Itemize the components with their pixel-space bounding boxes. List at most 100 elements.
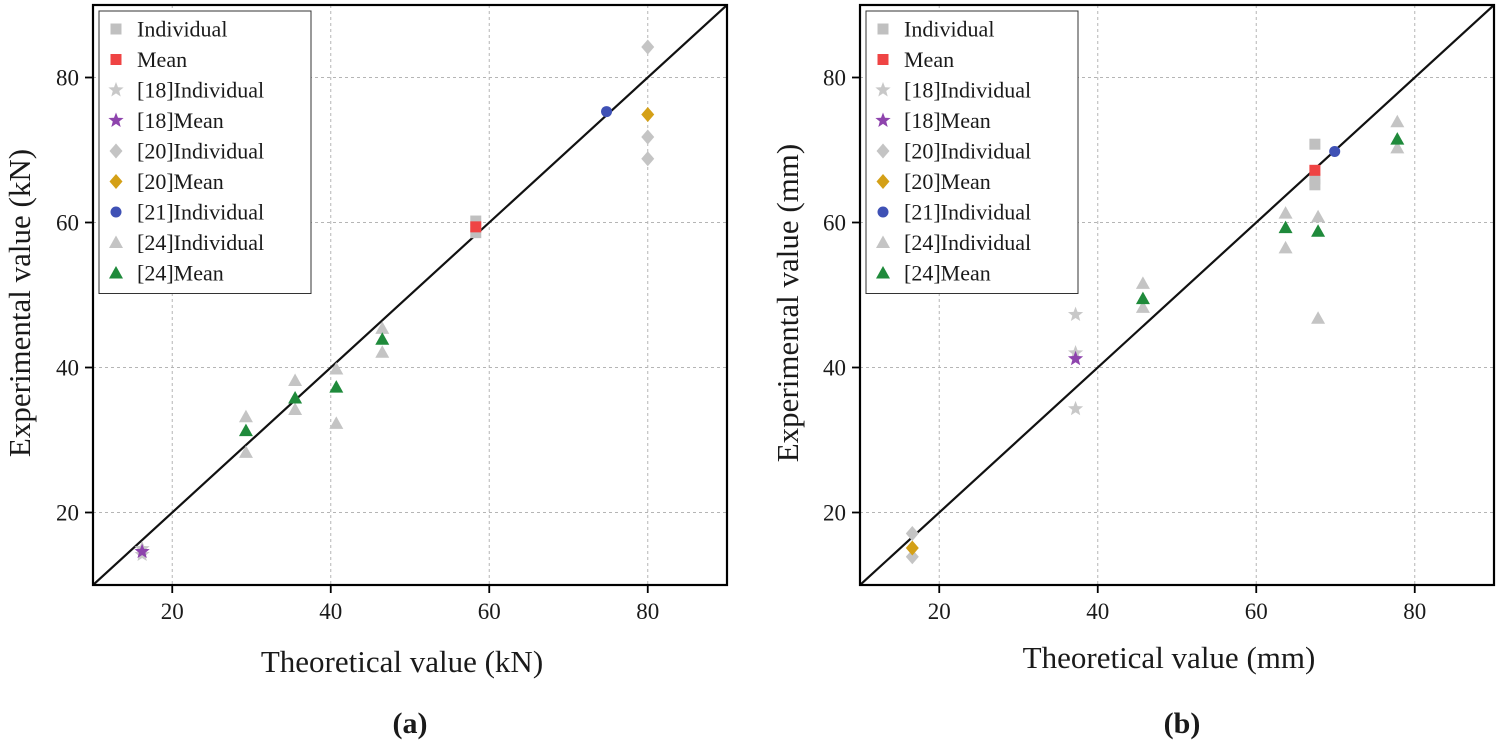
x-axis-title: Theoretical value (mm) bbox=[1023, 640, 1316, 675]
legend-marker bbox=[109, 266, 123, 279]
data-point bbox=[329, 380, 344, 393]
y-tick-label: 40 bbox=[823, 356, 846, 381]
series-24mean bbox=[1135, 132, 1405, 305]
legend-label: [18]Mean bbox=[904, 108, 991, 133]
data-point bbox=[329, 361, 344, 375]
legend-marker bbox=[110, 23, 122, 35]
series-individual bbox=[1309, 138, 1321, 191]
data-point bbox=[470, 227, 482, 239]
legend-label: [24]Individual bbox=[137, 230, 264, 255]
data-point bbox=[1311, 224, 1326, 237]
data-point bbox=[1311, 311, 1326, 324]
data-point bbox=[1311, 209, 1326, 223]
data-point bbox=[905, 526, 919, 542]
data-point bbox=[905, 540, 919, 556]
series-20individual bbox=[641, 39, 655, 167]
x-tick-label: 60 bbox=[478, 599, 501, 624]
y-tick-label: 40 bbox=[56, 356, 79, 381]
x-tick-label: 80 bbox=[636, 599, 659, 624]
series-24mean bbox=[238, 332, 390, 437]
legend: Individual Mean [18]Individual [18]Mean [20]… bbox=[865, 10, 1079, 294]
reference-line-y-equals-x bbox=[860, 5, 1494, 585]
y-tick-label: 20 bbox=[56, 501, 79, 526]
series-20mean bbox=[905, 540, 919, 556]
data-point bbox=[1067, 306, 1084, 322]
chart-panel-a: 20 40 60 80 20 40 60 80 Theoretical value (kN) Ex… bbox=[2, 3, 729, 740]
legend-label: [24]Mean bbox=[904, 261, 991, 286]
panel-label: (b) bbox=[1164, 707, 1201, 740]
data-point bbox=[134, 543, 150, 559]
legend-marker bbox=[877, 23, 889, 35]
y-tick-label: 60 bbox=[823, 211, 846, 236]
legend-label: [20]Mean bbox=[904, 169, 991, 194]
x-tick-label: 40 bbox=[1086, 599, 1109, 624]
legend-marker bbox=[875, 82, 891, 97]
legend-label: Mean bbox=[137, 47, 187, 72]
legend-marker bbox=[108, 112, 124, 127]
legend-marker bbox=[108, 82, 124, 97]
series-18mean bbox=[134, 543, 150, 559]
series-21individual bbox=[601, 106, 613, 118]
series-mean bbox=[1309, 164, 1321, 176]
data-point bbox=[641, 129, 655, 145]
legend-box bbox=[98, 10, 312, 294]
reference-line-y-equals-x bbox=[93, 5, 727, 585]
data-point bbox=[470, 215, 482, 227]
legend-marker bbox=[109, 143, 123, 159]
data-point bbox=[905, 549, 919, 565]
x-tick-label: 20 bbox=[928, 599, 951, 624]
legend-marker bbox=[110, 206, 122, 218]
legend-marker bbox=[875, 112, 891, 127]
legend-label: [18]Individual bbox=[137, 78, 264, 103]
series-20mean bbox=[641, 106, 655, 122]
data-point bbox=[1309, 138, 1321, 150]
data-point bbox=[329, 416, 344, 429]
series-individual bbox=[470, 215, 482, 239]
data-point bbox=[375, 332, 390, 345]
y-axis-title: Experimental value (mm) bbox=[770, 144, 805, 463]
data-point bbox=[1390, 140, 1405, 154]
panel-label: (a) bbox=[393, 707, 428, 740]
legend: Individual Mean [18]Individual [18]Mean [20]… bbox=[98, 10, 312, 294]
data-point bbox=[238, 409, 253, 423]
legend-marker bbox=[877, 54, 889, 65]
legend-marker bbox=[109, 174, 123, 189]
data-point bbox=[1135, 276, 1150, 289]
legend-label: [20]Individual bbox=[904, 139, 1031, 164]
data-point bbox=[288, 373, 303, 387]
data-point bbox=[1309, 164, 1321, 176]
plot-frame bbox=[91, 3, 729, 587]
data-point bbox=[1278, 206, 1293, 219]
legend-label: Individual bbox=[904, 17, 994, 42]
chart-panel-b: 20 40 60 80 20 40 60 80 Theoretical value (mm) Ex… bbox=[770, 3, 1496, 740]
y-tick-label: 80 bbox=[823, 66, 846, 91]
data-point bbox=[1309, 179, 1321, 191]
x-axis-title: Theoretical value (kN) bbox=[261, 644, 543, 679]
y-axis-title: Experimental value (kN) bbox=[2, 149, 37, 457]
data-point bbox=[375, 345, 390, 358]
series-mean bbox=[470, 221, 482, 233]
series-18mean bbox=[1067, 350, 1084, 366]
series-20individual bbox=[905, 526, 919, 565]
data-point bbox=[375, 321, 390, 334]
x-tick-label: 80 bbox=[1403, 599, 1426, 624]
data-point bbox=[1135, 291, 1150, 305]
data-point bbox=[1309, 173, 1321, 185]
legend-label: [18]Individual bbox=[904, 78, 1031, 103]
y-tick-label: 20 bbox=[823, 501, 846, 526]
legend-marker bbox=[876, 143, 890, 159]
legend-marker bbox=[109, 235, 123, 248]
data-point bbox=[1067, 350, 1084, 366]
plot-frame bbox=[858, 3, 1496, 587]
data-point bbox=[1329, 145, 1341, 157]
legend-label: [24]Mean bbox=[137, 261, 224, 286]
data-point bbox=[470, 221, 482, 233]
legend-label: [18]Mean bbox=[137, 108, 224, 133]
data-point bbox=[1390, 114, 1405, 128]
series-24individual bbox=[238, 321, 390, 458]
data-point bbox=[601, 106, 613, 118]
x-tick-label: 60 bbox=[1245, 599, 1268, 624]
data-point bbox=[1390, 132, 1405, 145]
